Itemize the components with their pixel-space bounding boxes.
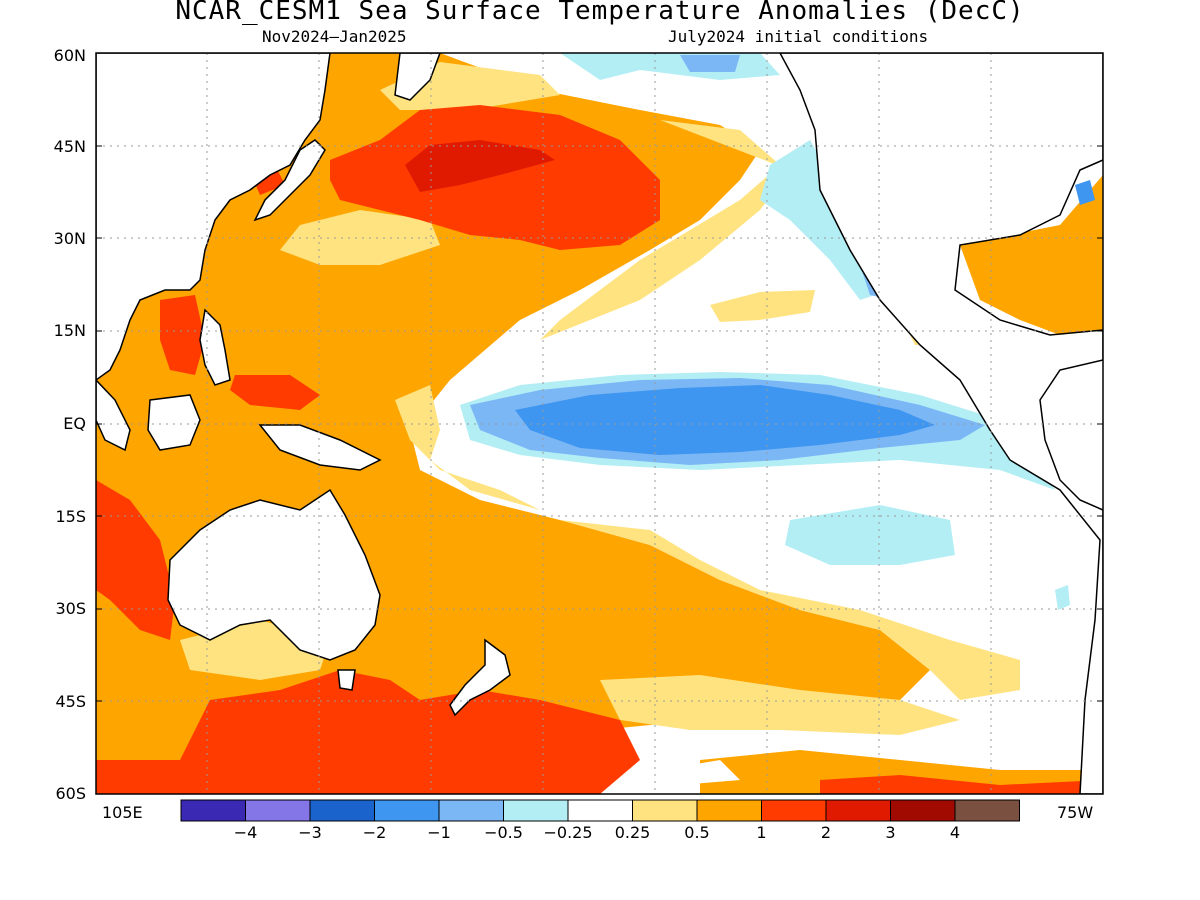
colorbar-swatch — [438, 799, 504, 822]
white-south-patch — [660, 760, 740, 785]
colorbar-label: −0.25 — [543, 823, 593, 842]
red-micronesia — [230, 375, 320, 410]
lon-label-75w: 75W — [1057, 803, 1094, 822]
colorbar — [180, 799, 1020, 822]
orange-gulf — [960, 175, 1103, 335]
colorbar-swatch — [245, 799, 311, 822]
colorbar-label: −4 — [233, 823, 258, 842]
colorbar-label: 2 — [820, 823, 832, 842]
cyan-south-east — [1055, 585, 1070, 610]
colorbar-swatch — [954, 799, 1020, 822]
lat-label-30s: 30S — [55, 599, 86, 618]
colorbar-swatch — [180, 799, 246, 822]
lat-label-60n: 60N — [53, 46, 86, 65]
colorbar-label: −2 — [362, 823, 387, 842]
red-south-east — [820, 775, 1103, 794]
yellow-patch-hawaii-east — [710, 290, 815, 322]
yellow-east-band — [540, 120, 790, 340]
philippines-land — [199, 308, 231, 386]
colorbar-swatch — [696, 799, 762, 822]
yellow-south-patches — [600, 675, 960, 735]
red-west-australia — [96, 480, 175, 640]
lat-label-45s: 45S — [55, 692, 86, 711]
red-philippine-sea — [160, 295, 205, 375]
colorbar-label: 0.25 — [614, 823, 651, 842]
blue-tongue — [515, 385, 935, 455]
grid-lines — [96, 53, 1103, 794]
new-zealand-land — [449, 638, 511, 717]
blue-atlantic — [1075, 180, 1095, 205]
colorbar-swatch — [503, 799, 569, 822]
australia-land — [167, 488, 381, 661]
colorbar-label: −1 — [427, 823, 451, 842]
lon-label-105e: 105E — [102, 803, 143, 822]
colorbar-swatch — [825, 799, 891, 822]
frame-ticks — [96, 145, 1103, 702]
colorbar-label: 3 — [885, 823, 896, 842]
new-guinea-land — [258, 424, 382, 471]
colorbar-label: 4 — [949, 823, 961, 842]
colorbar-swatch — [309, 799, 375, 822]
colorbar-label: −3 — [298, 823, 322, 842]
initial-conditions: July2024 initial conditions — [668, 27, 929, 46]
colorbar-swatch — [890, 799, 956, 822]
colorbar-swatch — [761, 799, 827, 822]
forecast-period: Nov2024–Jan2025 — [262, 27, 407, 46]
orange-south-east — [700, 750, 1103, 794]
darkred-north-pacific — [405, 140, 555, 192]
map-title: NCAR_CESM1 Sea Surface Temperature Anoma… — [175, 0, 1025, 26]
colorbar-swatch — [567, 799, 633, 822]
cyan-south-pacific — [785, 505, 955, 565]
blue-alaska — [680, 55, 740, 72]
lat-label-15s: 15S — [55, 507, 86, 526]
asia-land — [96, 53, 331, 381]
sumatra-land — [96, 378, 131, 452]
colorbar-label: 1 — [756, 823, 767, 842]
lat-label-45n: 45N — [53, 137, 86, 156]
lat-label-15n: 15N — [53, 321, 86, 340]
tasmania-land — [337, 669, 356, 691]
lat-label-30n: 30N — [53, 229, 86, 248]
borneo-land — [147, 394, 201, 451]
japan-land — [253, 139, 326, 222]
colorbar-swatch — [374, 799, 440, 822]
colorbar-swatch — [632, 799, 698, 822]
red-north-pacific — [330, 105, 660, 250]
yellow-south-band — [560, 520, 1020, 700]
kamchatka-land — [394, 53, 441, 101]
lat-label-eq: EQ — [63, 414, 86, 433]
yellow-patch-mid — [280, 210, 440, 265]
yellow-equator-west — [395, 385, 540, 510]
colorbar-label: 0.5 — [684, 823, 710, 842]
lat-label-60s: 60S — [55, 784, 86, 803]
colorbar-label: −0.5 — [484, 823, 523, 842]
